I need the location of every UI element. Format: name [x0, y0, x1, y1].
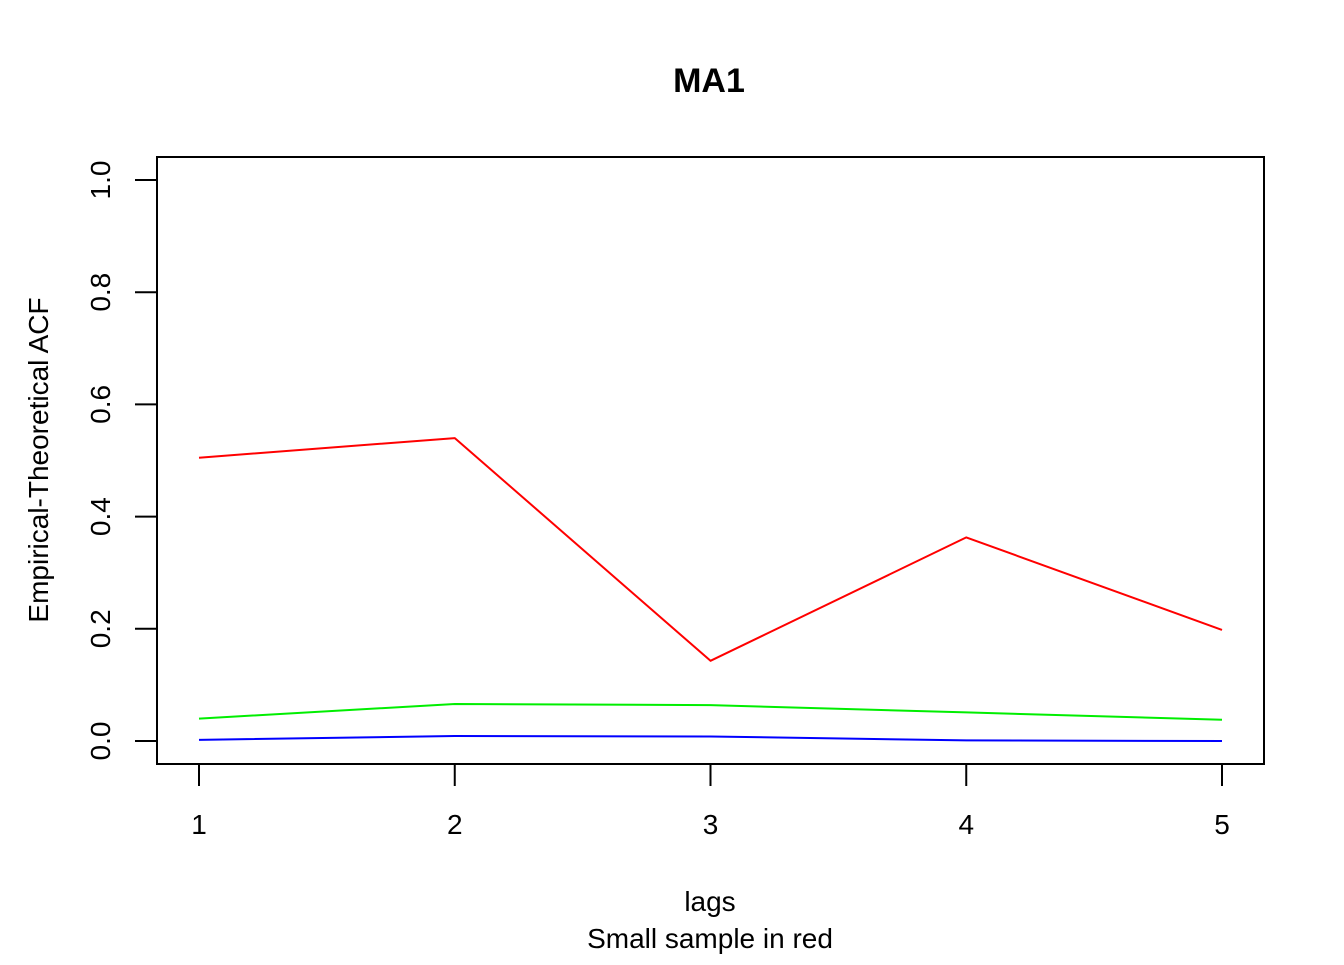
y-axis-label: Empirical-Theoretical ACF: [23, 297, 54, 622]
x-tick-label: 5: [1214, 809, 1230, 840]
series-line-3: [198, 735, 1223, 742]
chart-title: MA1: [673, 62, 745, 100]
x-axis-subtitle: Small sample in red: [587, 923, 833, 954]
x-tick-label: 1: [191, 809, 207, 840]
y-tick-label: 0.0: [85, 722, 116, 761]
x-tick-label: 3: [703, 809, 719, 840]
series-group: [198, 437, 1223, 742]
y-axis: 0.0 0.2 0.4 0.6 0.8 1.0: [85, 161, 158, 761]
x-tick-label: 2: [447, 809, 463, 840]
series-line-2: [198, 703, 1223, 721]
y-tick-label: 0.8: [85, 273, 116, 312]
y-tick-label: 1.0: [85, 161, 116, 200]
x-axis-label: lags: [684, 886, 735, 917]
y-tick-label: 0.4: [85, 497, 116, 536]
y-tick-label: 0.2: [85, 609, 116, 648]
y-tick-label: 0.6: [85, 385, 116, 424]
plot-frame: [156, 156, 1265, 765]
x-tick-label: 4: [958, 809, 974, 840]
series-line-1: [198, 437, 1223, 662]
x-axis: 1 2 3 4 5: [191, 763, 1230, 840]
